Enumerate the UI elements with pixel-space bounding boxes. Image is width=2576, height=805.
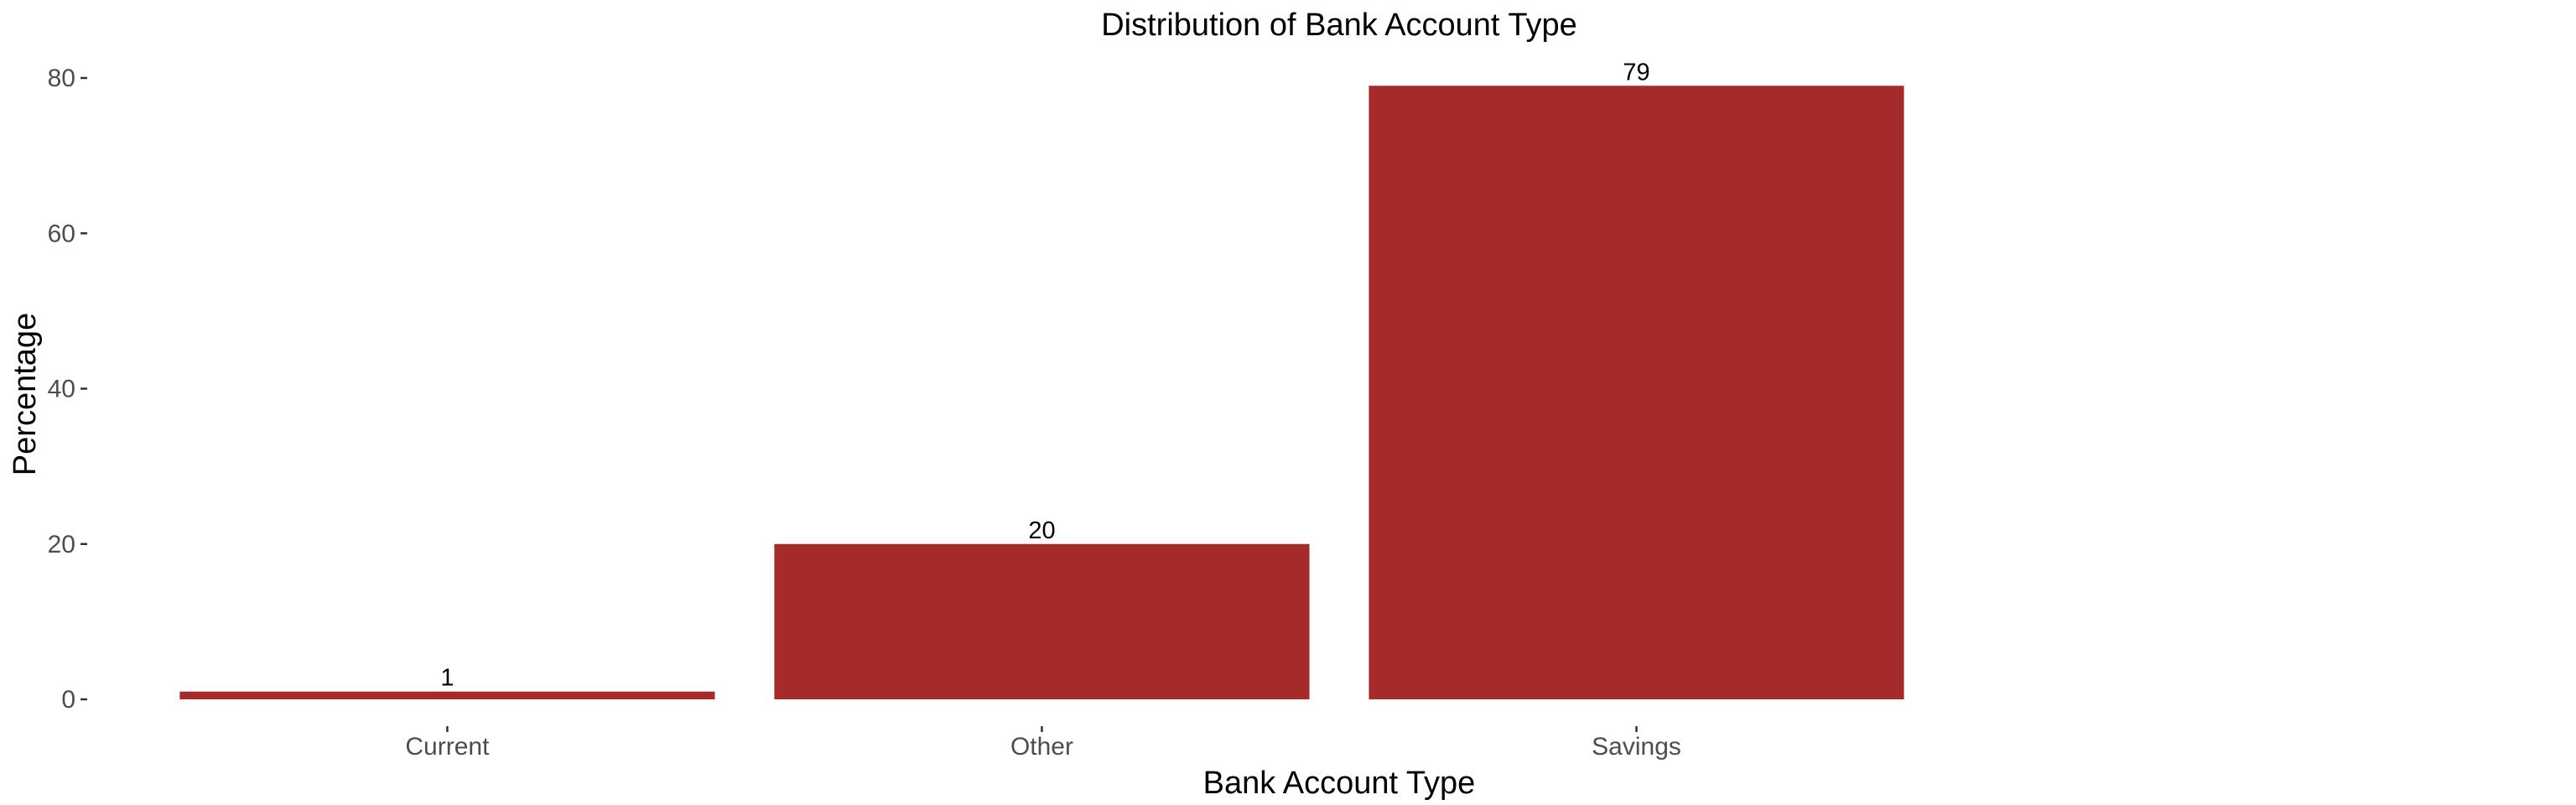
x-axis: Current Other Savings [405,726,1681,761]
x-tick-label-other: Other [1010,733,1073,761]
x-tick-label-savings: Savings [1592,733,1681,761]
y-tick-label: 0 [61,686,75,714]
x-axis-label: Bank Account Type [1203,766,1476,801]
y-axis: 0 20 40 60 80 [48,65,87,714]
bar-other [774,543,1310,699]
bars: 1 20 79 [179,59,1904,699]
y-tick-label: 60 [48,220,75,247]
y-axis-label: Percentage [8,313,43,475]
chart-title: Distribution of Bank Account Type [1101,8,1577,43]
data-label-other: 20 [1028,517,1055,544]
y-tick-label: 80 [48,65,75,92]
y-tick-label: 40 [48,376,75,403]
data-label-current: 1 [440,665,454,692]
bar-savings [1368,86,1904,699]
bar-current [179,691,715,699]
data-label-savings: 79 [1623,59,1649,86]
x-tick-label-current: Current [405,733,490,761]
y-tick-label: 20 [48,531,75,558]
